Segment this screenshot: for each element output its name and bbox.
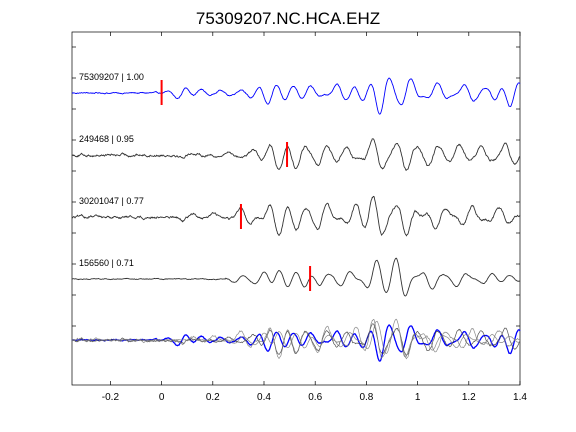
plot-frame (71, 31, 521, 386)
x-tick-label: 0.2 (206, 392, 220, 403)
trace-labels: 75309207 | 1.00 249468 | 0.95 30201047 | 0… (79, 72, 144, 268)
x-tick-label: -0.2 (102, 392, 120, 403)
x-tick-label: 1 (415, 392, 421, 403)
x-tick-label: 0.4 (257, 392, 271, 403)
trace-line-30201047 (71, 195, 521, 237)
traces (71, 77, 521, 297)
x-tick-label: 0.6 (308, 392, 322, 403)
overlay-traces (71, 318, 521, 362)
trace-label-75309207: 75309207 | 1.00 (79, 72, 144, 82)
trace-label-249468: 249468 | 0.95 (79, 134, 134, 144)
chart-title: 75309207.NC.HCA.EHZ (196, 9, 380, 28)
x-axis: -0.2 0 0.2 0.4 0.6 0.8 1 1.2 1.4 (102, 32, 527, 403)
overlay-line-156560 (72, 318, 521, 358)
x-tick-label: 1.4 (513, 392, 527, 403)
overlay-line-30201047 (71, 319, 521, 360)
trace-line-156560 (72, 257, 521, 297)
x-tick-label: 0.8 (359, 392, 373, 403)
trace-label-30201047: 30201047 | 0.77 (79, 196, 144, 206)
x-tick-label: 1.2 (462, 392, 476, 403)
trace-line-249468 (71, 138, 520, 171)
x-tick-label: 0 (159, 392, 165, 403)
trace-label-156560: 156560 | 0.71 (79, 258, 134, 268)
pick-markers (160, 80, 312, 291)
trace-line-75309207 (71, 77, 521, 115)
y-ticks (72, 46, 520, 327)
